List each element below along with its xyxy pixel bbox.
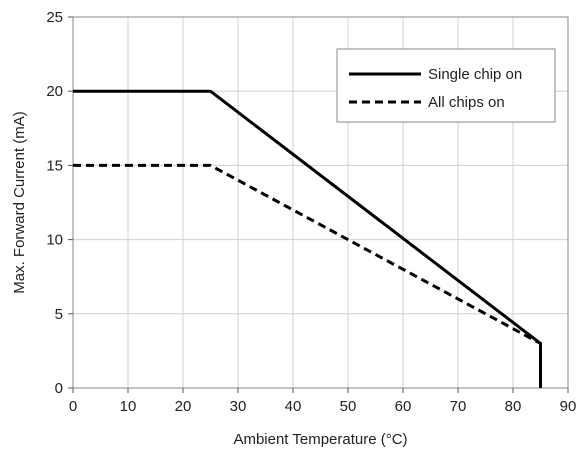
tick-labels: 0 10 20 30 40 50 60 70 80 90 0 5 10 15 20 25 [46,9,576,415]
y-axis-title: Max. Forward Current (mA) [11,111,28,294]
x-axis-title: Ambient Temperature (°C) [233,431,407,448]
series-line-all-chips [73,163,542,388]
x-tick-label: 20 [175,398,192,415]
x-tick-label: 70 [450,398,467,415]
x-tick-label: 60 [395,398,412,415]
legend-label-single-chip: Single chip on [428,66,522,83]
x-tick-label: 10 [120,398,137,415]
y-tick-label: 0 [55,380,63,397]
legend-label-all-chips: All chips on [428,94,505,111]
x-tick-label: 50 [340,398,357,415]
y-tick-label: 10 [46,232,63,249]
y-tick-label: 15 [46,157,63,174]
x-tick-label: 30 [230,398,247,415]
series-layer [73,89,542,388]
plot-area-frame [72,16,569,389]
x-tick-label: 0 [69,398,77,415]
x-tick-label: 40 [285,398,302,415]
x-tick-label: 90 [560,398,577,415]
legend-box [336,48,556,123]
y-tick-label: 5 [55,306,63,323]
y-tick-label: 20 [46,83,63,100]
y-tick-label: 25 [46,9,63,26]
legend: Single chip on All chips on [336,48,556,123]
x-tick-label: 80 [505,398,522,415]
